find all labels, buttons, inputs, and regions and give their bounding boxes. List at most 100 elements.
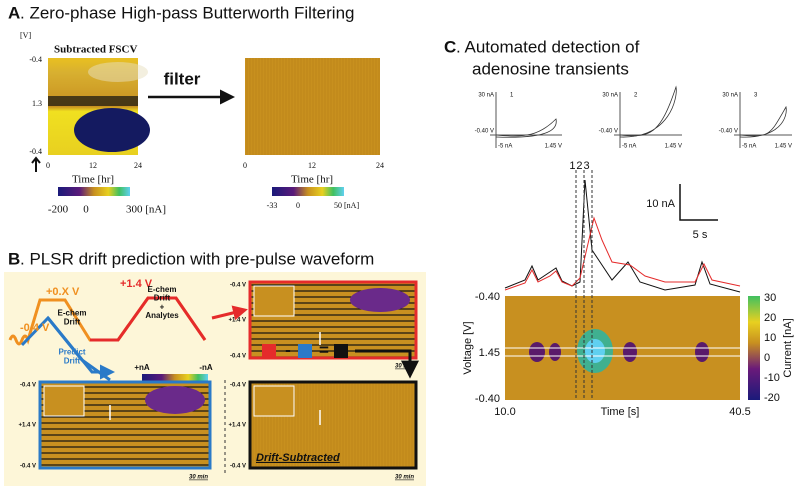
- heatmap-region: [585, 339, 605, 363]
- operator: -: [285, 340, 291, 359]
- y-tick-label: -0.4 V: [230, 464, 246, 470]
- heatmap: [248, 380, 418, 470]
- x-tick-label: 12: [89, 161, 97, 170]
- peak-markers: 123: [569, 160, 590, 172]
- x-tick-label: 10.0: [494, 406, 515, 418]
- heatmap: [245, 58, 380, 155]
- colorbar-label: -nA: [199, 363, 213, 372]
- inset-label: -5 nA: [622, 144, 636, 150]
- panel-title: . PLSR drift prediction with pre-pulse w…: [20, 249, 374, 268]
- arrow: [355, 349, 419, 379]
- voltage-label: -0.4 V: [20, 322, 50, 334]
- heatmap-region: [529, 342, 545, 362]
- arrow: [211, 305, 248, 321]
- inset-label: 30 nA: [478, 93, 494, 99]
- y-tick-label: +1.4 V: [18, 423, 36, 429]
- heatmap-title: Subtracted FSCV: [54, 44, 137, 56]
- axis-unit: [V]: [20, 31, 31, 40]
- equation-square: [262, 344, 276, 358]
- time-label: 30 min: [395, 475, 414, 481]
- colorbar: [748, 296, 760, 400]
- cv-inset: 30 nA 2 -0.40 V -5 nA 1.45 V: [599, 85, 682, 150]
- arrow: [46, 317, 115, 380]
- waveform-label: E-chem Drift + Analytes: [145, 285, 179, 320]
- heatmap-region: [695, 342, 709, 362]
- y-tick-label: 1.45: [479, 347, 500, 359]
- operator: =: [319, 340, 329, 359]
- inset-label: -0.40 V: [599, 129, 618, 135]
- colorbar: [272, 187, 344, 196]
- x-axis-label: Time [hr]: [72, 174, 114, 186]
- equation-square: [334, 344, 348, 358]
- colorbar-tick-label: 20: [764, 312, 776, 324]
- colorbar-tick-label: -10: [764, 372, 780, 384]
- equation-square: [298, 344, 312, 358]
- heatmap-box: -0.4 V +1.4 V -0.4 V 30 min: [18, 380, 212, 481]
- inset-index: 1: [510, 93, 514, 99]
- x-tick-label: 0: [243, 161, 247, 170]
- inset-label: -5 nA: [498, 144, 512, 150]
- x-tick-label: 24: [134, 161, 142, 170]
- y-tick-label: -0.4 V: [230, 354, 246, 360]
- inset-index: 3: [754, 93, 758, 99]
- y-axis-label: Voltage [V]: [462, 321, 474, 374]
- panel-letter: A: [8, 3, 20, 22]
- scale-label: 10 nA: [646, 198, 675, 210]
- heatmap-region: [88, 62, 148, 82]
- colorbar-label: +nA: [134, 363, 150, 372]
- x-tick-label: 40.5: [729, 406, 750, 418]
- cv-inset: 30 nA 3 -0.40 V -5 nA 1.45 V: [719, 92, 792, 150]
- colorbar: [58, 187, 130, 196]
- cv-curve: [739, 105, 787, 138]
- marker-lines: [575, 170, 593, 400]
- colorbar-label: 0: [83, 204, 89, 216]
- heatmap-region: [623, 342, 637, 362]
- x-tick-label: 12: [308, 161, 316, 170]
- inset: [43, 385, 85, 417]
- colorbar: [142, 374, 208, 381]
- arrow-label: filter: [164, 69, 201, 88]
- panel-b: B . PLSR drift prediction with pre-pulse…: [4, 249, 426, 486]
- cv-curve: [619, 85, 677, 138]
- x-tick-label: 24: [376, 161, 384, 170]
- colorbar-label: -33: [267, 201, 278, 210]
- cv-insets: 30 nA 1 -0.40 V -5 nA 1.45 V 30 nA 2 -0.40 V -5 …: [475, 85, 792, 150]
- arrow-icon: [31, 156, 41, 172]
- inset-label: -5 nA: [742, 144, 756, 150]
- scale-label: 5 s: [693, 229, 708, 241]
- panel-letter: B: [8, 249, 20, 268]
- colorbar-label: 300 [nA]: [126, 204, 166, 216]
- box-label: Drift-Subtracted: [256, 452, 340, 464]
- panel-letter: C: [444, 37, 456, 56]
- x-axis-label: Time [s]: [601, 406, 640, 418]
- colorbar-ticks: 30 20 10 0 -10 -20: [764, 292, 780, 404]
- panel-title: . Automated detection of: [456, 37, 640, 56]
- panel-title: . Zero-phase High-pass Butterworth Filte…: [20, 3, 354, 22]
- waveform: [90, 296, 207, 342]
- colorbar-tick-label: 10: [764, 332, 776, 344]
- x-axis-label: Time [hr]: [291, 174, 333, 186]
- inset-index: 2: [634, 93, 638, 99]
- inset-label: 1.45 V: [545, 144, 562, 150]
- y-tick-label: 1.3: [32, 99, 42, 108]
- time-label: 30 min: [189, 475, 208, 481]
- cv-curve: [495, 118, 557, 138]
- y-tick-label: +1.4 V: [228, 318, 246, 324]
- cv-inset: 30 nA 1 -0.40 V -5 nA 1.45 V: [475, 92, 562, 150]
- scale-bar: [679, 184, 718, 221]
- heatmap-region: [74, 108, 150, 152]
- inset-label: 30 nA: [602, 93, 618, 99]
- voltage-label: +1.4 V: [120, 278, 153, 290]
- equation: - =: [262, 340, 419, 379]
- colorbar-label: 0: [296, 201, 300, 210]
- colorbar-label: -200: [48, 204, 69, 216]
- y-tick-label: -0.4 V: [230, 383, 246, 389]
- inset-label: 1.45 V: [775, 144, 792, 150]
- voltage-label: +0.X V: [46, 286, 80, 298]
- inset-label: -0.40 V: [719, 129, 738, 135]
- trace: [504, 216, 741, 291]
- inset-label: -0.40 V: [475, 129, 494, 135]
- waveform-label: E-chem Drift: [58, 309, 87, 327]
- y-tick-label: -0.4 V: [20, 383, 36, 389]
